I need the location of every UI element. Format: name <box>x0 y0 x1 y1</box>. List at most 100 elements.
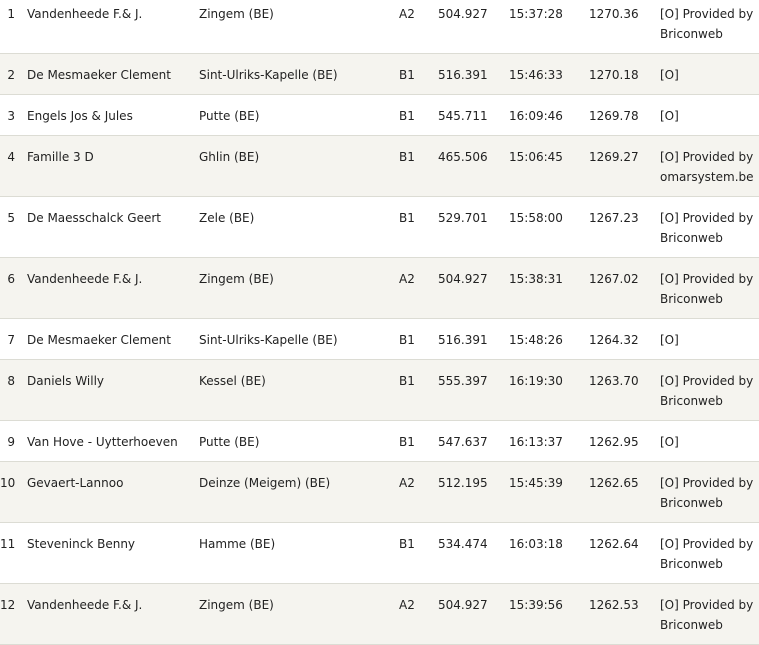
arrival-time-cell: 15:38:31 <box>509 272 563 286</box>
source-note-cell: [O] <box>660 435 679 449</box>
position-cell: 5 <box>7 211 15 225</box>
table-row: 4 Famille 3 D Ghlin (BE) B1 465.506 15:06:45 1… <box>0 135 759 197</box>
speed-cell: 1270.36 <box>589 7 639 21</box>
distance-cell: 512.195 <box>438 476 488 490</box>
table-row: 11 Steveninck Benny Hamme (BE) B1 534.474 16:… <box>0 523 759 584</box>
source-note-cell: [O] <box>660 68 679 82</box>
arrival-time-cell: 15:06:45 <box>509 150 563 164</box>
speed-cell: 1262.53 <box>589 598 639 612</box>
fancier-name-cell: Famille 3 D <box>27 150 94 164</box>
source-note-cell: [O] Provided by omarsystem.be <box>660 150 754 184</box>
position-cell: 9 <box>7 435 15 449</box>
source-note-cell: [O] <box>660 109 679 123</box>
arrival-time-cell: 15:46:33 <box>509 68 563 82</box>
speed-cell: 1262.95 <box>589 435 639 449</box>
arrival-time-cell: 15:39:56 <box>509 598 563 612</box>
source-note-cell: [O] Provided by Briconweb <box>660 476 754 510</box>
arrival-time-cell: 16:03:18 <box>509 537 563 551</box>
arrival-time-cell: 16:09:46 <box>509 109 563 123</box>
category-cell: A2 <box>399 7 415 21</box>
fancier-name-cell: Engels Jos & Jules <box>27 109 133 123</box>
category-cell: A2 <box>399 476 415 490</box>
source-note-cell: [O] Provided by Briconweb <box>660 537 754 571</box>
speed-cell: 1264.32 <box>589 333 639 347</box>
category-cell: B1 <box>399 150 415 164</box>
table-row: 8 Daniels Willy Kessel (BE) B1 555.397 16:19:… <box>0 359 759 421</box>
speed-cell: 1263.70 <box>589 374 639 388</box>
position-cell: 4 <box>7 150 15 164</box>
position-cell: 1 <box>7 7 15 21</box>
fancier-name-cell: De Mesmaeker Clement <box>27 333 171 347</box>
fancier-name-cell: Vandenheede F.& J. <box>27 272 143 286</box>
table-row: 6 Vandenheede F.& J. Zingem (BE) A2 504.927 1… <box>0 257 759 319</box>
distance-cell: 547.637 <box>438 435 488 449</box>
category-cell: B1 <box>399 435 415 449</box>
table-row: 1 Vandenheede F.& J. Zingem (BE) A2 504.927 1… <box>0 0 759 54</box>
location-cell: Sint-Ulriks-Kapelle (BE) <box>199 333 338 347</box>
distance-cell: 534.474 <box>438 537 488 551</box>
distance-cell: 504.927 <box>438 272 488 286</box>
location-cell: Hamme (BE) <box>199 537 276 551</box>
speed-cell: 1270.18 <box>589 68 639 82</box>
distance-cell: 516.391 <box>438 333 488 347</box>
arrival-time-cell: 15:37:28 <box>509 7 563 21</box>
table-row: 2 De Mesmaeker Clement Sint-Ulriks-Kapelle… <box>0 53 759 95</box>
position-cell: 2 <box>7 68 15 82</box>
source-note-cell: [O] <box>660 333 679 347</box>
table-row: 9 Van Hove - Uytterhoeven Putte (BE) B1 547.… <box>0 421 759 462</box>
source-note-cell: [O] Provided by Briconweb <box>660 211 754 245</box>
fancier-name-cell: Vandenheede F.& J. <box>27 598 143 612</box>
distance-cell: 516.391 <box>438 68 488 82</box>
location-cell: Deinze (Meigem) (BE) <box>199 476 331 490</box>
location-cell: Sint-Ulriks-Kapelle (BE) <box>199 68 338 82</box>
fancier-name-cell: Steveninck Benny <box>27 537 136 551</box>
speed-cell: 1267.23 <box>589 211 639 225</box>
table-row: 3 Engels Jos & Jules Putte (BE) B1 545.711 16… <box>0 95 759 136</box>
category-cell: B1 <box>399 68 415 82</box>
distance-cell: 465.506 <box>438 150 488 164</box>
arrival-time-cell: 16:19:30 <box>509 374 563 388</box>
fancier-name-cell: Vandenheede F.& J. <box>27 7 143 21</box>
position-cell: 7 <box>7 333 15 347</box>
location-cell: Zingem (BE) <box>199 272 274 286</box>
distance-cell: 504.927 <box>438 7 488 21</box>
distance-cell: 555.397 <box>438 374 488 388</box>
table-row: 12 Vandenheede F.& J. Zingem (BE) A2 504.927… <box>0 583 759 645</box>
arrival-time-cell: 15:45:39 <box>509 476 563 490</box>
distance-cell: 504.927 <box>438 598 488 612</box>
location-cell: Zele (BE) <box>199 211 255 225</box>
source-note-cell: [O] Provided by Briconweb <box>660 374 754 408</box>
speed-cell: 1262.64 <box>589 537 639 551</box>
fancier-name-cell: De Maesschalck Geert <box>27 211 161 225</box>
speed-cell: 1267.02 <box>589 272 639 286</box>
location-cell: Zingem (BE) <box>199 7 274 21</box>
category-cell: B1 <box>399 374 415 388</box>
source-note-cell: [O] Provided by Briconweb <box>660 598 754 632</box>
category-cell: B1 <box>399 333 415 347</box>
position-cell: 12 <box>0 598 16 612</box>
location-cell: Ghlin (BE) <box>199 150 260 164</box>
location-cell: Zingem (BE) <box>199 598 274 612</box>
position-cell: 8 <box>7 374 15 388</box>
location-cell: Putte (BE) <box>199 435 260 449</box>
fancier-name-cell: Daniels Willy <box>27 374 105 388</box>
arrival-time-cell: 15:48:26 <box>509 333 563 347</box>
table-row: 5 De Maesschalck Geert Zele (BE) B1 529.701 1… <box>0 197 759 258</box>
category-cell: A2 <box>399 272 415 286</box>
location-cell: Kessel (BE) <box>199 374 266 388</box>
position-cell: 10 <box>0 476 16 490</box>
speed-cell: 1269.27 <box>589 150 639 164</box>
speed-cell: 1269.78 <box>589 109 639 123</box>
fancier-name-cell: Gevaert-Lannoo <box>27 476 124 490</box>
position-cell: 3 <box>7 109 15 123</box>
category-cell: B1 <box>399 537 415 551</box>
category-cell: B1 <box>399 109 415 123</box>
position-cell: 6 <box>7 272 15 286</box>
position-cell: 11 <box>0 537 16 551</box>
source-note-cell: [O] Provided by Briconweb <box>660 7 754 41</box>
source-note-cell: [O] Provided by Briconweb <box>660 272 754 306</box>
distance-cell: 545.711 <box>438 109 488 123</box>
fancier-name-cell: De Mesmaeker Clement <box>27 68 171 82</box>
